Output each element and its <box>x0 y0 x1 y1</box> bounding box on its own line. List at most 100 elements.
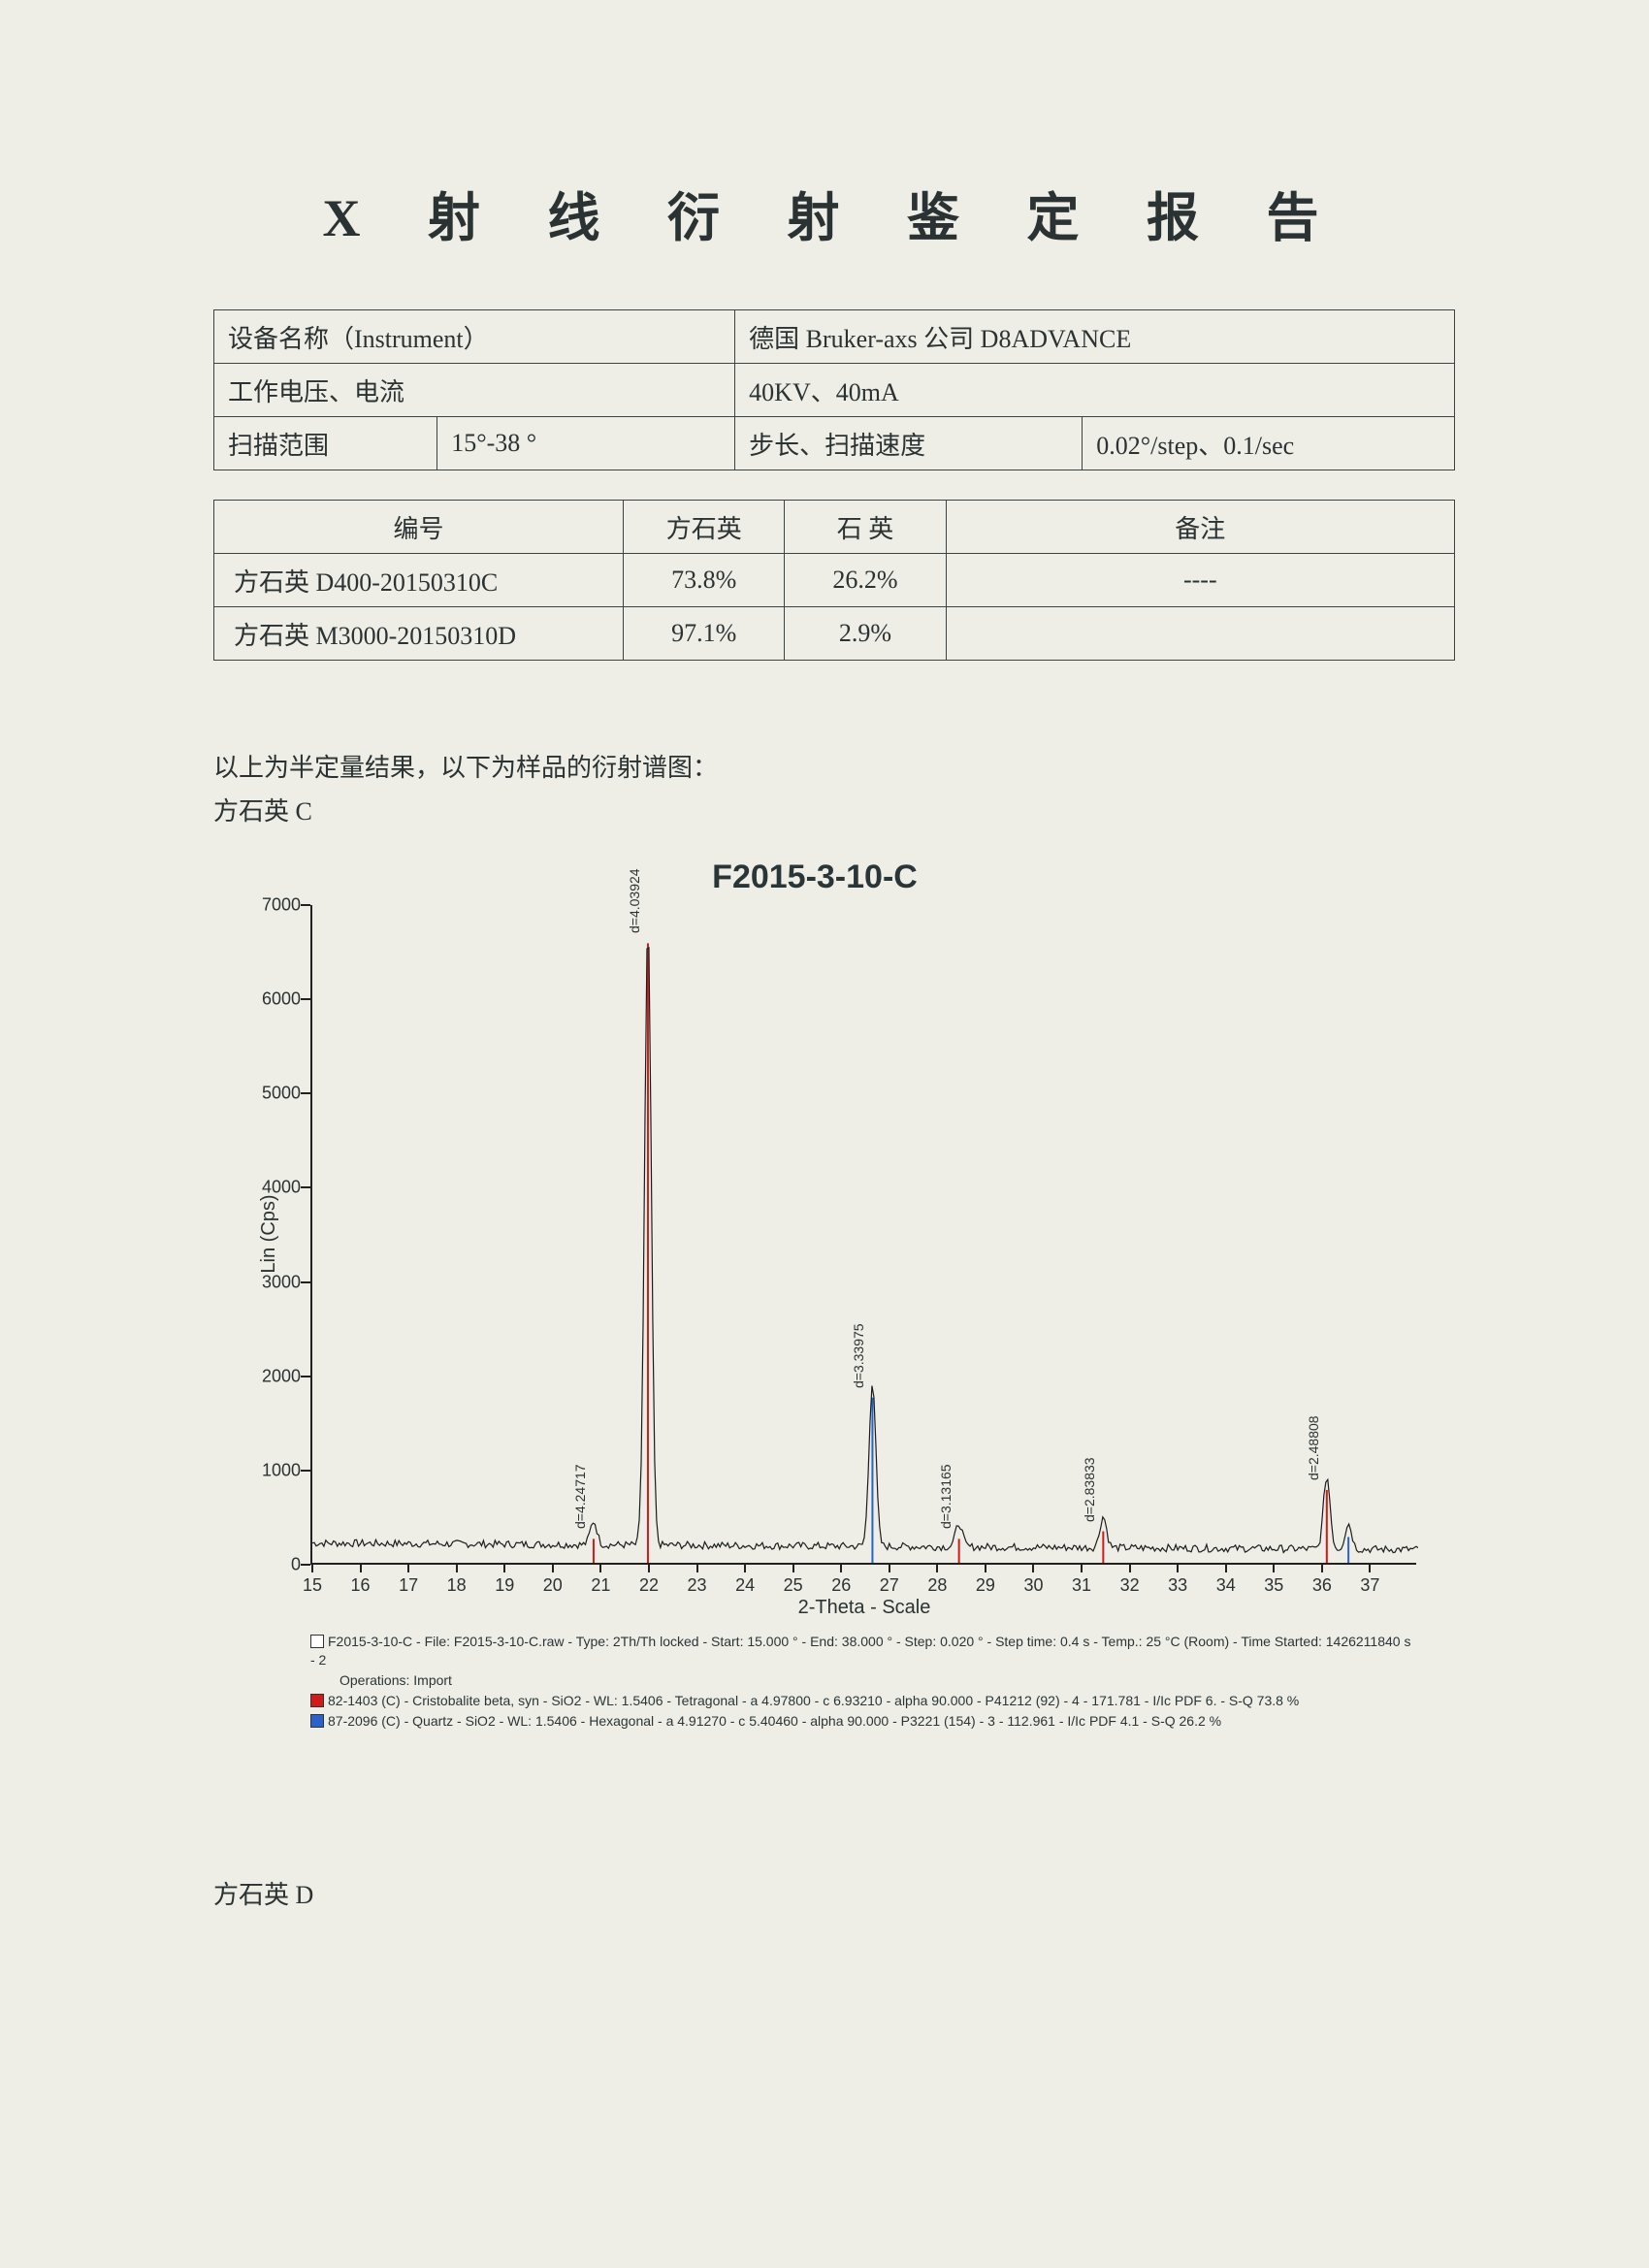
cell-note <box>946 607 1454 661</box>
col-header-id: 编号 <box>214 501 624 554</box>
y-tick <box>301 1470 310 1472</box>
y-tick-label: 4000 <box>252 1178 301 1198</box>
x-tick-label: 22 <box>630 1575 668 1596</box>
plot-area: Lin (Cps) 2-Theta - Scale 01000200030004… <box>310 905 1416 1565</box>
chart-footer-text: F2015-3-10-C - File: F2015-3-10-C.raw - … <box>310 1634 1410 1668</box>
x-tick <box>648 1563 650 1572</box>
x-tick-label: 30 <box>1014 1575 1052 1596</box>
x-tick <box>936 1563 938 1572</box>
x-tick <box>1129 1563 1131 1572</box>
table-row: 扫描范围 15°-38 ° 步长、扫描速度 0.02°/step、0.1/sec <box>214 417 1455 470</box>
y-tick <box>301 1186 310 1188</box>
chart-footer-text: 87-2096 (C) - Quartz - SiO2 - WL: 1.5406… <box>328 1713 1221 1729</box>
plot-svg <box>312 905 1418 1565</box>
x-tick <box>1032 1563 1034 1572</box>
x-tick-label: 33 <box>1158 1575 1197 1596</box>
legend-box-icon <box>310 1635 324 1648</box>
x-tick-label: 23 <box>678 1575 717 1596</box>
y-tick-label: 2000 <box>252 1366 301 1386</box>
x-tick-label: 36 <box>1303 1575 1342 1596</box>
y-tick <box>301 1564 310 1566</box>
x-tick <box>1081 1563 1083 1572</box>
x-tick <box>744 1563 746 1572</box>
x-tick <box>696 1563 698 1572</box>
y-tick <box>301 998 310 1000</box>
x-tick-label: 18 <box>437 1575 476 1596</box>
x-tick <box>1225 1563 1227 1572</box>
cell-id: 方石英 M3000-20150310D <box>214 607 624 661</box>
y-tick-label: 5000 <box>252 1084 301 1104</box>
x-tick <box>599 1563 601 1572</box>
x-tick <box>407 1563 409 1572</box>
chart-footer: F2015-3-10-C - File: F2015-3-10-C.raw - … <box>310 1633 1416 1732</box>
x-tick-label: 27 <box>870 1575 909 1596</box>
table-row: 方石英 M3000-20150310D 97.1% 2.9% <box>214 607 1455 661</box>
cell-fsy: 73.8% <box>624 554 785 607</box>
x-tick-label: 28 <box>918 1575 956 1596</box>
x-tick <box>985 1563 986 1572</box>
y-tick <box>301 1376 310 1377</box>
xrd-chart: F2015-3-10-C Lin (Cps) 2-Theta - Scale 0… <box>204 866 1426 1720</box>
x-tick-label: 25 <box>774 1575 813 1596</box>
x-tick <box>1177 1563 1179 1572</box>
sample-c-label: 方石英 C <box>213 792 1455 827</box>
x-tick-label: 31 <box>1062 1575 1101 1596</box>
report-title: X 射 线 衍 射 鉴 定 报 告 <box>213 175 1455 251</box>
chart-footer-line: 87-2096 (C) - Quartz - SiO2 - WL: 1.5406… <box>310 1712 1416 1731</box>
x-tick <box>1369 1563 1371 1572</box>
y-tick-label: 1000 <box>252 1460 301 1480</box>
cell-sy: 2.9% <box>785 607 946 661</box>
x-axis-label: 2-Theta - Scale <box>312 1597 1416 1619</box>
legend-box-icon <box>310 1694 324 1707</box>
col-header-note: 备注 <box>946 501 1454 554</box>
x-tick <box>311 1563 313 1572</box>
x-tick <box>360 1563 362 1572</box>
results-table: 编号 方石英 石 英 备注 方石英 D400-20150310C 73.8% 2… <box>213 500 1455 661</box>
peak-d-label: d=4.03924 <box>627 869 642 934</box>
x-tick-label: 29 <box>966 1575 1005 1596</box>
y-tick-label: 0 <box>252 1555 301 1575</box>
col-header-fsy: 方石英 <box>624 501 785 554</box>
scan-step-value: 0.02°/step、0.1/sec <box>1083 417 1455 470</box>
cell-sy: 26.2% <box>785 554 946 607</box>
scan-range-label: 扫描范围 <box>214 417 437 470</box>
chart-title: F2015-3-10-C <box>204 859 1426 896</box>
x-tick-label: 20 <box>534 1575 572 1596</box>
scan-range-value: 15°-38 ° <box>437 417 735 470</box>
peak-d-label: d=2.83833 <box>1082 1457 1097 1522</box>
chart-footer-line: F2015-3-10-C - File: F2015-3-10-C.raw - … <box>310 1633 1416 1669</box>
y-tick-label: 6000 <box>252 989 301 1010</box>
peak-d-label: d=4.24717 <box>572 1465 588 1530</box>
voltage-label: 工作电压、电流 <box>214 364 735 417</box>
table-row: 工作电压、电流 40KV、40mA <box>214 364 1455 417</box>
chart-footer-text: 82-1403 (C) - Cristobalite beta, syn - S… <box>328 1693 1299 1708</box>
instrument-table: 设备名称（Instrument） 德国 Bruker-axs 公司 D8ADVA… <box>213 309 1455 470</box>
x-tick-label: 37 <box>1350 1575 1389 1596</box>
x-tick-label: 35 <box>1254 1575 1293 1596</box>
peak-d-label: d=2.48808 <box>1306 1415 1321 1480</box>
cell-id: 方石英 D400-20150310C <box>214 554 624 607</box>
x-tick-label: 17 <box>389 1575 428 1596</box>
xrd-trace <box>312 948 1418 1553</box>
instrument-label: 设备名称（Instrument） <box>214 310 735 364</box>
instrument-value: 德国 Bruker-axs 公司 D8ADVANCE <box>735 310 1455 364</box>
peak-d-label: d=3.13165 <box>938 1465 954 1530</box>
y-tick-label: 3000 <box>252 1272 301 1292</box>
x-tick <box>1321 1563 1323 1572</box>
legend-box-icon <box>310 1714 324 1728</box>
y-axis-label: Lin (Cps) <box>258 1194 280 1273</box>
chart-footer-text: Operations: Import <box>340 1672 452 1688</box>
table-header-row: 编号 方石英 石 英 备注 <box>214 501 1455 554</box>
x-tick-label: 34 <box>1207 1575 1245 1596</box>
x-tick-label: 26 <box>822 1575 860 1596</box>
x-tick-label: 19 <box>485 1575 524 1596</box>
voltage-value: 40KV、40mA <box>735 364 1455 417</box>
table-row: 方石英 D400-20150310C 73.8% 26.2% ---- <box>214 554 1455 607</box>
y-tick <box>301 1092 310 1094</box>
col-header-sy: 石 英 <box>785 501 946 554</box>
x-tick <box>552 1563 554 1572</box>
y-tick <box>301 904 310 906</box>
x-tick <box>840 1563 842 1572</box>
x-tick-label: 32 <box>1111 1575 1149 1596</box>
x-tick-label: 21 <box>581 1575 620 1596</box>
